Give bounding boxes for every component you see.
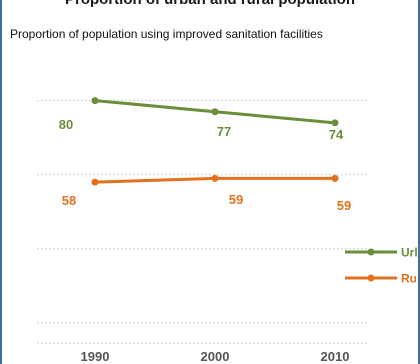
- data-point-urban-1990: [91, 97, 99, 105]
- data-label-urban-2010: 74: [329, 127, 344, 142]
- legend: Url Ru: [345, 246, 418, 286]
- data-label-urban-2000: 77: [217, 124, 231, 139]
- legend-marker-rural: [367, 274, 375, 282]
- chart-subtitle: Proportion of population using improved …: [10, 27, 323, 41]
- x-tick-label: 2010: [321, 349, 350, 364]
- data-point-rural-2010: [331, 174, 339, 182]
- data-label-urban-1990: 80: [59, 117, 73, 132]
- data-labels: 80 77 74 58 59 59: [59, 117, 351, 213]
- x-tick-label: 1990: [81, 349, 110, 364]
- data-label-rural-2000: 59: [229, 192, 243, 207]
- data-point-rural-1990: [91, 178, 99, 186]
- data-point-urban-2000: [211, 108, 219, 116]
- legend-label-rural: Ru: [401, 272, 417, 286]
- series-lines: [91, 97, 339, 186]
- chart-title: Proportion of urban and rural population: [2, 0, 418, 8]
- legend-marker-urban: [367, 248, 375, 256]
- data-point-urban-2010: [331, 119, 339, 127]
- data-point-rural-2000: [211, 174, 219, 182]
- x-axis-ticks: 1990 2000 2010: [81, 349, 350, 364]
- legend-label-urban: Url: [401, 246, 418, 260]
- data-label-rural-2010: 59: [337, 198, 351, 213]
- gridlines: [37, 100, 367, 344]
- x-tick-label: 2000: [201, 349, 230, 364]
- data-label-rural-1990: 58: [62, 193, 76, 208]
